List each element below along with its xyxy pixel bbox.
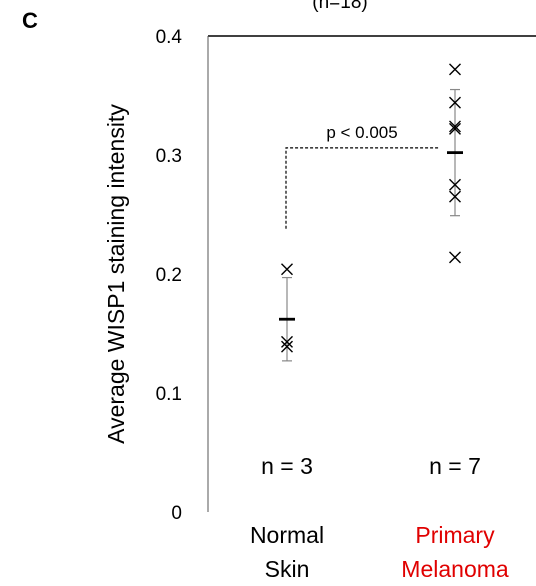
y-tick-label: 0 xyxy=(171,503,182,524)
p-value-label: p < 0.005 xyxy=(326,123,397,142)
category-label: Melanoma xyxy=(401,556,509,582)
n-label: n = 3 xyxy=(261,453,313,479)
y-tick-label: 0.4 xyxy=(156,27,183,48)
y-axis-label: Average WISP1 staining intensity xyxy=(103,104,129,444)
data-point xyxy=(449,251,461,264)
category-label: Primary xyxy=(415,522,495,548)
data-point xyxy=(449,190,461,203)
annotations: p < 0.005 xyxy=(285,123,439,229)
data-point xyxy=(281,340,293,353)
data-point xyxy=(449,178,461,191)
data-point xyxy=(281,263,293,276)
top-caption: (n=18) xyxy=(312,0,367,13)
panel-label: C xyxy=(22,8,38,33)
y-tick-label: 0.1 xyxy=(156,384,182,405)
y-tick-label: 0.3 xyxy=(156,146,182,167)
y-ticks: 0 0.1 0.2 0.3 0.4 xyxy=(156,27,183,524)
plot-area xyxy=(207,35,536,512)
data-point xyxy=(281,335,293,348)
significance-bracket xyxy=(285,147,439,229)
category-label: Skin xyxy=(265,556,310,582)
y-tick-label: 0.2 xyxy=(156,265,182,286)
data-point xyxy=(449,63,461,76)
data-point xyxy=(449,96,461,109)
data-point xyxy=(449,122,461,135)
category-labels: Normal Skin Primary Melanoma xyxy=(250,522,509,582)
n-label: n = 7 xyxy=(429,453,481,479)
category-label: Normal xyxy=(250,522,324,548)
data-point xyxy=(449,120,461,133)
data-marks: n = 3 n = 7 xyxy=(261,63,481,479)
